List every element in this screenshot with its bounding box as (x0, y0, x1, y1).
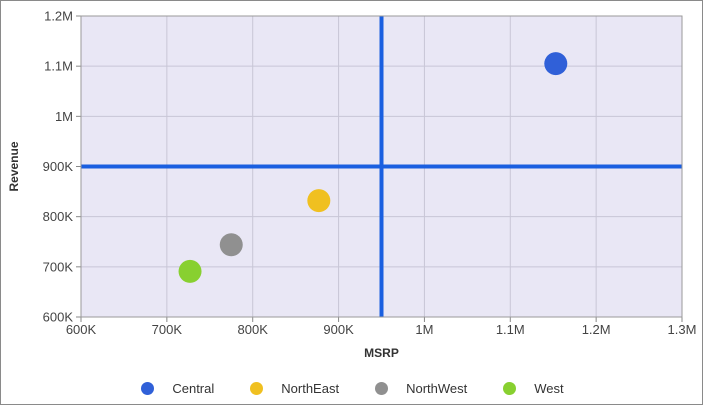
y-axis-title: Revenue (7, 141, 21, 191)
legend-swatch (375, 381, 389, 395)
legend-label: NorthEast (281, 380, 340, 396)
x-tick-label: 1.2M (582, 322, 611, 337)
legend-item-central[interactable]: Central (141, 381, 214, 396)
legend-label: Central (172, 380, 215, 396)
x-tick-label: 1.1M (496, 322, 525, 337)
legend-swatch (141, 381, 155, 395)
x-tick-label: 1M (415, 322, 433, 337)
data-point-central[interactable] (544, 52, 568, 76)
legend-label: NorthWest (406, 380, 468, 396)
legend-item-west[interactable]: West (503, 380, 564, 396)
y-tick-label: 1.2M (44, 9, 73, 24)
x-tick-label: 700K (152, 322, 183, 337)
legend-item-northwest[interactable]: NorthWest (375, 381, 467, 396)
legend-label: West (534, 380, 564, 396)
y-tick-label: 1.1M (44, 59, 73, 74)
y-tick-label: 1M (55, 109, 73, 124)
data-point-west[interactable] (178, 259, 202, 283)
x-tick-label: 900K (323, 322, 354, 337)
data-point-northeast[interactable] (307, 189, 331, 213)
legend-item-northeast[interactable]: NorthEast (250, 381, 339, 396)
legend-swatch (503, 381, 517, 395)
y-tick-label: 800K (43, 209, 74, 224)
y-tick-label: 700K (43, 259, 74, 274)
y-tick-label: 900K (43, 159, 74, 174)
data-points (178, 52, 568, 283)
legend-swatch (250, 381, 264, 395)
plot-border (80, 15, 683, 318)
x-axis-title: MSRP (364, 346, 399, 360)
y-tick-label: 600K (43, 310, 74, 325)
scatter-chart: 600K 700K 800K 900K 1M 1.1M 1.2M 1.3M 600K 700K 80… (7, 9, 697, 361)
legend: Central NorthEast NorthWest West (1, 377, 703, 399)
x-tick-label: 800K (238, 322, 269, 337)
reference-lines (81, 16, 682, 317)
data-point-northwest[interactable] (219, 233, 243, 257)
x-tick-label: 1.3M (668, 322, 697, 337)
axes: 600K 700K 800K 900K 1M 1.1M 1.2M 1.3M 600K 700K 80… (43, 9, 697, 338)
x-tick-label: 600K (66, 322, 97, 337)
